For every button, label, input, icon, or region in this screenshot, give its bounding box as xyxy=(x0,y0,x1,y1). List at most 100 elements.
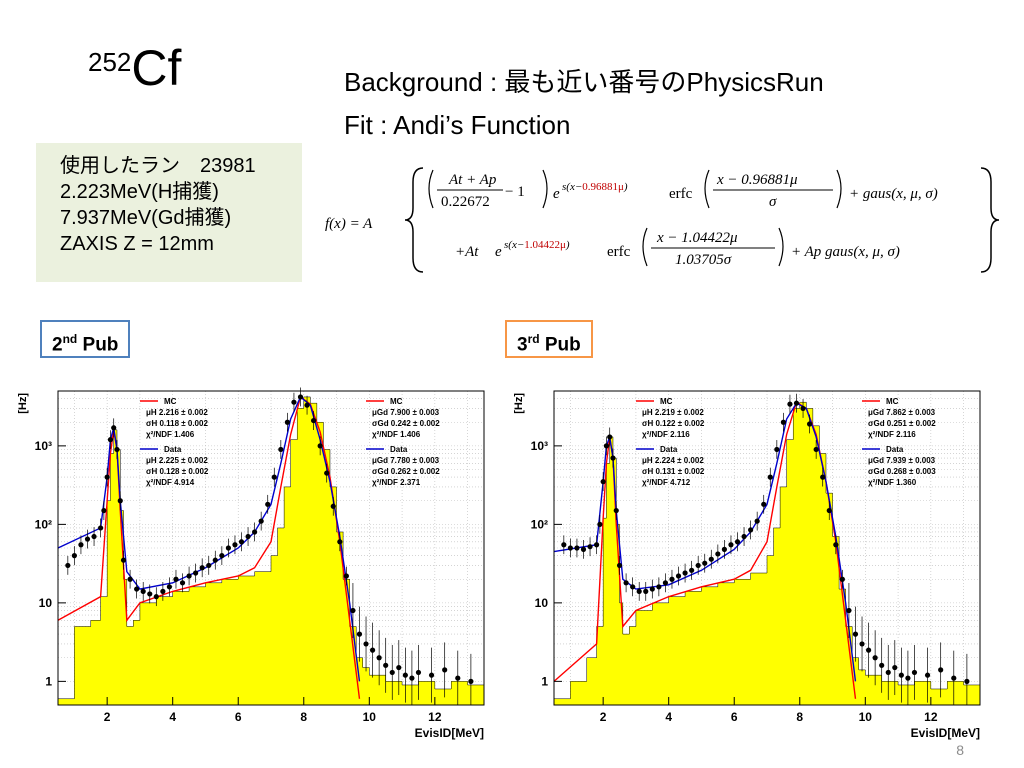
data-point xyxy=(813,446,819,453)
data-point xyxy=(597,521,603,527)
data-point xyxy=(245,533,251,540)
exp-prefix: s(x− xyxy=(504,239,524,251)
exp-red: 1.04422μ xyxy=(524,239,566,251)
data-point xyxy=(160,588,166,594)
data-point xyxy=(689,567,695,573)
data-point xyxy=(147,591,153,597)
data-point xyxy=(117,498,123,504)
legend-box: MC μGd 7.862 ± 0.003 σGd 0.251 ± 0.002 χ²/N… xyxy=(862,397,936,487)
data-point xyxy=(127,576,133,582)
exp-suffix: ) xyxy=(565,239,570,251)
data-point xyxy=(297,394,304,400)
data-point xyxy=(291,399,297,405)
info-line: ZAXIS Z = 12mm xyxy=(60,233,214,255)
legend-box: MC μH 2.219 ± 0.002 σH 0.122 ± 0.002 χ²/NDF… xyxy=(636,397,705,487)
legend-data-label: Data xyxy=(390,445,408,454)
spectrum-plot-2nd-pub: 2 4 6 8 10 12 1 10 10² 10³ EvisID[MeV] [Hz] MC μH 2.2… xyxy=(17,387,485,740)
data-point xyxy=(173,576,179,582)
data-point xyxy=(839,576,845,582)
background-line: Background : 最も近い番号のPhysicsRun xyxy=(344,67,824,97)
data-point xyxy=(186,573,192,579)
data-point xyxy=(101,507,107,514)
data-point xyxy=(317,443,323,449)
data-point xyxy=(389,669,395,676)
erfc-numerator: x − 1.04422μ xyxy=(656,230,738,246)
pub3-text: Pub xyxy=(544,334,581,356)
data-fit-line xyxy=(57,395,361,682)
data-point xyxy=(284,419,290,425)
legend-data-stat: σH 0.131 ± 0.002 xyxy=(642,467,705,476)
data-point xyxy=(350,607,356,614)
data-point xyxy=(271,474,277,480)
data-point xyxy=(107,437,114,443)
data-point xyxy=(649,586,655,592)
pub2-num: 2 xyxy=(52,334,63,356)
left-brace xyxy=(404,167,424,273)
paren-open xyxy=(704,169,710,209)
data-point xyxy=(846,607,852,614)
paren-close xyxy=(836,169,842,209)
x-tick-label: 10 xyxy=(363,710,377,724)
legend-mc-stat: χ²/NDF 2.116 xyxy=(642,430,690,439)
data-point xyxy=(369,647,376,653)
erfc-denominator: σ xyxy=(769,194,777,210)
data-point xyxy=(396,664,402,671)
data-point xyxy=(265,501,271,507)
data-point xyxy=(304,402,310,408)
data-point xyxy=(643,588,649,594)
data-point xyxy=(111,425,117,431)
pub2-sup: nd xyxy=(62,332,78,346)
legend-mc-label: MC xyxy=(660,397,673,406)
data-point xyxy=(669,576,675,582)
row2-tail: + Ap gaus(x, μ, σ) xyxy=(791,244,900,260)
erfc-denominator: 1.03705σ xyxy=(675,252,732,268)
data-point xyxy=(455,675,461,681)
legend-data-stat: μH 2.225 ± 0.002 xyxy=(146,456,208,465)
data-point xyxy=(232,542,238,548)
data-point xyxy=(587,544,593,550)
data-point xyxy=(428,672,435,678)
data-point xyxy=(898,672,904,678)
data-point xyxy=(734,539,741,545)
data-point xyxy=(892,664,898,671)
legend-data-stat: μGd 7.939 ± 0.003 xyxy=(868,456,936,465)
data-point xyxy=(636,588,642,594)
x-tick-label: 2 xyxy=(600,710,607,724)
legend-data-label: Data xyxy=(660,445,678,454)
plot-frame xyxy=(553,390,981,706)
legend-mc-stat: χ²/NDF 1.406 xyxy=(146,430,195,439)
pub2-text: Pub xyxy=(82,334,119,356)
data-point xyxy=(721,546,727,552)
legend-mc-label: MC xyxy=(886,397,899,406)
data-point xyxy=(885,669,891,676)
fit-formula: f(x) = A At + Ap 0.22672 − 1 e s(x−0.968… xyxy=(325,167,1000,273)
legend-data-stat: χ²/NDF 1.360 xyxy=(868,478,917,487)
y-tick-label: 10 xyxy=(535,596,549,610)
paren-close xyxy=(542,169,548,209)
mc-histogram xyxy=(553,401,981,706)
data-point xyxy=(905,675,911,681)
legend-mc-stat: σGd 0.242 ± 0.002 xyxy=(372,419,440,428)
data-point xyxy=(104,474,110,480)
exp-base: e xyxy=(553,186,560,202)
legend-mc-stat: σH 0.118 ± 0.002 xyxy=(146,419,208,428)
data-point xyxy=(343,573,349,579)
exp-red: 0.96881μ xyxy=(582,181,624,193)
data-point xyxy=(623,580,629,586)
data-point xyxy=(330,503,336,509)
data-point xyxy=(820,474,826,480)
data-point xyxy=(278,446,284,453)
legend-data-stat: μGd 7.780 ± 0.003 xyxy=(372,456,440,465)
legend-mc-stat: μGd 7.900 ± 0.003 xyxy=(372,408,440,417)
data-point xyxy=(376,655,382,661)
data-point xyxy=(610,455,616,461)
svg-text:s(x−0.96881μ): s(x−0.96881μ) xyxy=(562,181,628,193)
data-point xyxy=(603,443,610,449)
data-point xyxy=(833,542,839,548)
data-point xyxy=(409,675,415,681)
x-tick-label: 6 xyxy=(235,710,242,724)
minus-one: − 1 xyxy=(505,184,525,200)
y-tick-label: 10 xyxy=(39,596,53,610)
formula-lhs: f(x) = A xyxy=(325,216,373,232)
row1-tail: + gaus(x, μ, σ) xyxy=(849,186,938,202)
